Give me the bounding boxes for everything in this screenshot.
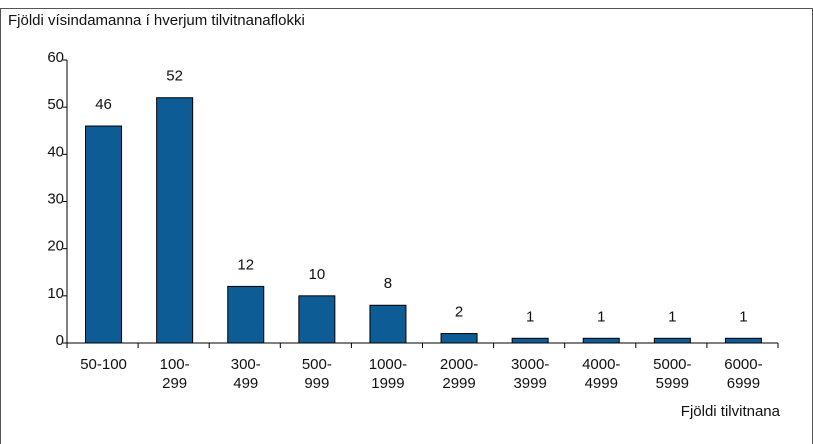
x-tick-label: 4000-4999 bbox=[582, 356, 621, 392]
x-tick-label: 300-499 bbox=[230, 356, 261, 392]
y-tick-label: 40 bbox=[47, 143, 64, 160]
bar bbox=[724, 337, 762, 344]
data-label: 8 bbox=[384, 275, 392, 292]
x-tick-label: 1000-1999 bbox=[368, 356, 408, 392]
data-label: 10 bbox=[309, 266, 326, 283]
data-label: 1 bbox=[526, 308, 534, 325]
data-label: 1 bbox=[597, 308, 605, 325]
y-tick-label: 10 bbox=[47, 285, 64, 302]
data-label: 2 bbox=[455, 304, 463, 321]
data-label: 1 bbox=[668, 308, 676, 325]
x-tick-label: 500-999 bbox=[301, 356, 332, 392]
bar bbox=[156, 97, 194, 344]
bar bbox=[653, 337, 691, 344]
bar bbox=[85, 125, 123, 344]
data-label: 52 bbox=[166, 68, 183, 85]
data-label: 46 bbox=[95, 96, 112, 113]
data-label: 12 bbox=[237, 256, 254, 273]
y-tick-label: 0 bbox=[56, 332, 64, 349]
x-axis-label: Fjöldi tilvitnana bbox=[681, 403, 781, 420]
x-tick-label: 6000-6999 bbox=[724, 356, 763, 392]
x-tick-label: 50-100 bbox=[80, 356, 127, 373]
y-tick-label: 30 bbox=[47, 190, 64, 207]
data-label: 1 bbox=[739, 308, 747, 325]
chart-title: Fjöldi vísindamanna í hverjum tilvitnana… bbox=[8, 12, 305, 29]
bar bbox=[511, 337, 549, 344]
y-tick-label: 50 bbox=[47, 96, 64, 113]
bar bbox=[227, 285, 265, 344]
x-tick-label: 5000-5999 bbox=[653, 356, 692, 392]
y-tick-label: 60 bbox=[47, 49, 64, 66]
x-tick-label: 3000-3999 bbox=[510, 356, 550, 392]
bar bbox=[369, 304, 407, 344]
x-tick-label: 100-299 bbox=[159, 356, 190, 392]
bar bbox=[582, 337, 620, 344]
bar bbox=[440, 333, 478, 344]
bar bbox=[298, 295, 336, 344]
x-tick-label: 2000-2999 bbox=[439, 356, 479, 392]
y-tick-label: 20 bbox=[47, 238, 64, 255]
